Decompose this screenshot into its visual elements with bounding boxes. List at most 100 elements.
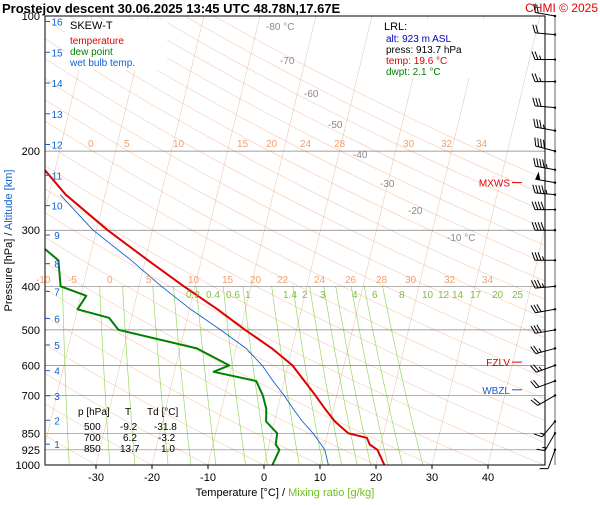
- altitude-tick-label: 4: [54, 367, 60, 378]
- wind-barb: [531, 252, 557, 262]
- wind-barb: [533, 4, 557, 18]
- adiabat-label: 24: [300, 139, 312, 150]
- mixing-ratio-label: 14: [452, 290, 464, 301]
- isotherm: [151, 16, 261, 465]
- y-tick-label: 100: [22, 11, 40, 23]
- chart-title: Prostejov descent 30.06.2025 13:45 UTC 4…: [2, 1, 341, 16]
- lrl-dwpt: dwpt: 2.1 °C: [386, 67, 441, 78]
- altitude-tick-label: 8: [54, 260, 60, 271]
- level-label-mxws: MXWS: [479, 179, 510, 190]
- adiabat-label: 0: [107, 275, 113, 286]
- isotherm: [45, 16, 149, 446]
- mixing-ratio-label: 20: [492, 290, 504, 301]
- isotherm-label: -30: [380, 179, 395, 190]
- level-table: p [hPa] T Td [°C] 500 -9.2 -31.8 700 6.2…: [74, 406, 194, 455]
- wind-barb: [531, 201, 557, 211]
- isotherm-label: -40: [353, 150, 368, 161]
- dry-adiabat: [68, 16, 545, 264]
- altitude-tick-label: 11: [52, 171, 63, 182]
- legend-temperature: temperature: [70, 36, 124, 47]
- mixing-ratio-label: 12: [438, 290, 450, 301]
- x-tick-label: 30: [426, 472, 438, 484]
- table-row-t: -9.2: [120, 422, 138, 433]
- x-tick-label: -20: [144, 472, 160, 484]
- x-tick-label: -30: [88, 472, 104, 484]
- isotherm: [263, 16, 373, 465]
- table-header-td: Td [°C]: [147, 407, 179, 418]
- wind-barb: [532, 24, 557, 36]
- altitude-tick-label: 3: [54, 392, 60, 403]
- profile-wet-bulb-temp: [59, 194, 329, 465]
- isotherm-label: -20: [408, 206, 423, 217]
- altitude-tick-label: 2: [54, 416, 60, 427]
- mixing-ratio-label: 0.2: [186, 290, 200, 301]
- adiabat-label: 30: [405, 275, 417, 286]
- dry-adiabat: [45, 120, 545, 379]
- wind-barb: [530, 364, 557, 373]
- isotherm: [207, 16, 317, 465]
- adiabat-label: 20: [250, 275, 262, 286]
- mixing-ratio-label: 17: [470, 290, 482, 301]
- wind-barb: [531, 73, 557, 83]
- adiabat-label: 15: [237, 139, 249, 150]
- wind-barb: [532, 97, 557, 109]
- wind-barb: [530, 304, 557, 314]
- y-tick-label: 600: [22, 360, 40, 372]
- isotherm: [45, 16, 93, 213]
- adiabat-label: 5: [146, 275, 152, 286]
- mixing-ratio-label: 8: [399, 290, 405, 301]
- adiabat-label: 5: [124, 139, 130, 150]
- table-row-t: 13.7: [120, 444, 140, 455]
- altitude-tick-label: 6: [54, 315, 60, 326]
- profile-temperature: [45, 168, 386, 465]
- isotherm: [375, 16, 485, 465]
- profile-dew-point: [45, 247, 281, 465]
- wind-barb: [530, 345, 557, 355]
- table-row-p: 500: [84, 422, 101, 433]
- mixing-ratio-label: 0.6: [226, 290, 240, 301]
- isotherm-label: -70: [280, 56, 295, 67]
- adiabat-label: 22: [277, 275, 289, 286]
- wind-barb: [530, 324, 557, 334]
- isotherm-label: -50: [328, 120, 343, 131]
- level-label-fzlv: FZLV: [486, 358, 510, 369]
- adiabat-label: 32: [444, 275, 456, 286]
- y-tick-label: 700: [22, 390, 40, 402]
- wind-barb: [533, 420, 557, 438]
- altitude-tick-label: 10: [51, 202, 63, 213]
- table-row-td: -31.8: [154, 422, 177, 433]
- dry-adiabat: [45, 165, 545, 421]
- altitude-tick-label: 5: [54, 341, 60, 352]
- dry-adiabat: [45, 142, 545, 400]
- table-row-td: -3.2: [158, 433, 176, 444]
- wind-barb: [530, 279, 557, 289]
- y-tick-label: 1000: [16, 460, 40, 472]
- table-header-t: T: [125, 407, 132, 418]
- source-credit: CHMI © 2025: [525, 1, 598, 15]
- y-tick-label: 200: [22, 146, 40, 158]
- mixing-ratio-label: 1.4: [283, 290, 297, 301]
- adiabat-label: 28: [334, 139, 346, 150]
- dry-adiabat: [45, 99, 545, 358]
- wind-barb: [535, 171, 557, 184]
- adiabat-label: 32: [441, 139, 453, 150]
- adiabat-label: 10: [173, 139, 185, 150]
- mixing-ratio-label: 10: [422, 290, 434, 301]
- wind-barb: [531, 222, 557, 232]
- adiabat-label: 15: [222, 275, 234, 286]
- lrl-box: LRL: alt: 923 m ASL press: 913.7 hPa tem…: [382, 20, 486, 78]
- table-row-td: 1.0: [161, 444, 175, 455]
- level-label-wbzl: WBZL: [482, 386, 510, 397]
- legend-box: SKEW-T temperature dew point wet bulb te…: [65, 20, 167, 70]
- isotherm: [319, 16, 429, 465]
- wind-barb: [532, 184, 557, 196]
- table-row-p: 850: [84, 444, 101, 455]
- y-axis-label: Pressure [hPa] / Altitude [km]: [3, 170, 15, 312]
- altitude-tick-label: 13: [51, 110, 63, 121]
- wind-barb: [533, 118, 557, 132]
- dry-adiabat: [97, 16, 545, 246]
- altitude-tick-label: 15: [51, 48, 63, 59]
- table-header-p: p [hPa]: [78, 407, 110, 418]
- mixing-ratio-label: 1: [245, 290, 251, 301]
